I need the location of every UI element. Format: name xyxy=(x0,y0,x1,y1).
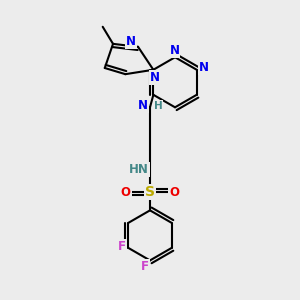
Text: HN: HN xyxy=(129,163,149,176)
Text: S: S xyxy=(145,185,155,199)
Text: O: O xyxy=(121,186,131,199)
Text: F: F xyxy=(141,260,149,273)
Text: N: N xyxy=(199,61,209,74)
Text: H: H xyxy=(154,101,163,111)
Text: N: N xyxy=(138,99,148,112)
Text: F: F xyxy=(118,240,126,253)
Text: N: N xyxy=(126,35,136,48)
Text: N: N xyxy=(150,70,160,84)
Text: N: N xyxy=(169,44,179,57)
Text: O: O xyxy=(169,186,179,199)
